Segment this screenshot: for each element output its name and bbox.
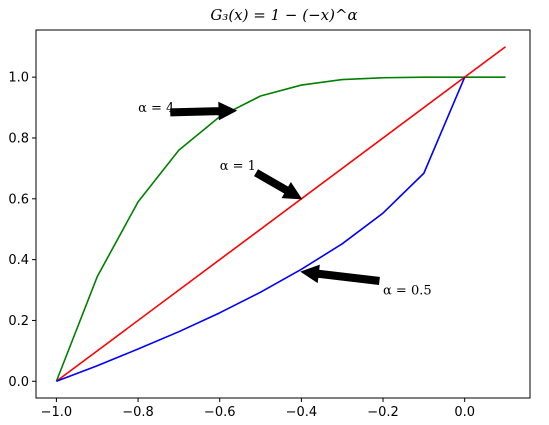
x-tick-label: −0.4 [286,405,318,420]
series-line-1 [55,46,506,382]
annotation-arrow [300,264,380,285]
series-line-2 [56,76,466,383]
y-tick-label: 1.0 [8,71,29,86]
x-tick-label: −0.2 [367,405,399,420]
y-tick-label: 0.4 [8,253,29,268]
plot-frame [35,29,531,399]
chart-title: G₃(x) = 1 − (−x)^α [210,6,357,24]
x-tick-label: −0.8 [122,405,154,420]
x-tick-label: −0.6 [204,405,236,420]
annotation-arrow [170,101,238,121]
y-tick-label: 0.8 [8,131,29,146]
y-tick-label: 0.2 [8,314,29,329]
annotation-label: α = 4 [138,101,174,116]
annotation-arrow [254,169,303,200]
y-tick-label: 0.0 [8,375,29,390]
series-line-0 [55,76,506,382]
annotation-label: α = 1 [220,159,256,174]
annotation-label: α = 0.5 [383,284,432,299]
x-tick-label: −1.0 [41,405,73,420]
x-tick-label: 0.0 [454,405,475,420]
y-tick-label: 0.6 [8,192,29,207]
plot-area: −1.0 −0.8 −0.6 −0.4 −0.2 0.0 0.0 0.2 0.4 0.6 0.8 1.… [8,46,506,420]
